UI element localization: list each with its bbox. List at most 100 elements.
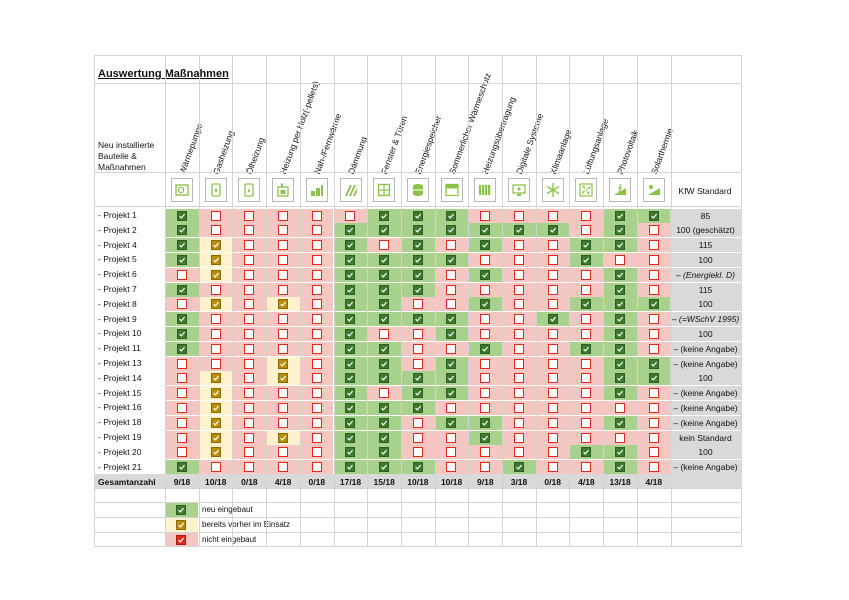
unchecked-checkbox[interactable]	[277, 462, 288, 473]
unchecked-checkbox[interactable]	[581, 269, 592, 280]
checked-existing-checkbox[interactable]	[210, 269, 221, 280]
checked-new-checkbox[interactable]	[614, 343, 625, 354]
unchecked-checkbox[interactable]	[244, 388, 255, 399]
checked-new-checkbox[interactable]	[614, 328, 625, 339]
unchecked-checkbox[interactable]	[311, 299, 322, 310]
checked-new-checkbox[interactable]	[176, 328, 187, 339]
unchecked-checkbox[interactable]	[480, 462, 491, 473]
unchecked-checkbox[interactable]	[176, 269, 187, 280]
unchecked-checkbox[interactable]	[311, 388, 322, 399]
unchecked-checkbox[interactable]	[311, 210, 322, 221]
unchecked-checkbox[interactable]	[513, 240, 524, 251]
unchecked-checkbox[interactable]	[176, 373, 187, 384]
unchecked-checkbox[interactable]	[581, 284, 592, 295]
checked-new-checkbox[interactable]	[176, 240, 187, 251]
checked-new-checkbox[interactable]	[614, 388, 625, 399]
unchecked-checkbox[interactable]	[547, 343, 558, 354]
unchecked-checkbox[interactable]	[513, 299, 524, 310]
unchecked-checkbox[interactable]	[176, 402, 187, 413]
checked-new-checkbox[interactable]	[581, 299, 592, 310]
checked-new-checkbox[interactable]	[446, 225, 457, 236]
unchecked-checkbox[interactable]	[648, 254, 659, 265]
unchecked-checkbox[interactable]	[244, 358, 255, 369]
unchecked-checkbox[interactable]	[277, 447, 288, 458]
checked-new-checkbox[interactable]	[480, 432, 491, 443]
checked-new-checkbox[interactable]	[379, 284, 390, 295]
unchecked-checkbox[interactable]	[648, 314, 659, 325]
unchecked-checkbox[interactable]	[480, 314, 491, 325]
unchecked-checkbox[interactable]	[412, 417, 423, 428]
checked-new-checkbox[interactable]	[412, 284, 423, 295]
unchecked-checkbox[interactable]	[345, 210, 356, 221]
unchecked-checkbox[interactable]	[513, 388, 524, 399]
unchecked-checkbox[interactable]	[581, 314, 592, 325]
checked-new-checkbox[interactable]	[379, 417, 390, 428]
checked-new-checkbox[interactable]	[446, 210, 457, 221]
unchecked-checkbox[interactable]	[412, 328, 423, 339]
unchecked-checkbox[interactable]	[648, 269, 659, 280]
checked-new-checkbox[interactable]	[614, 299, 625, 310]
checked-new-checkbox[interactable]	[446, 358, 457, 369]
unchecked-checkbox[interactable]	[648, 402, 659, 413]
checked-new-checkbox[interactable]	[345, 432, 356, 443]
checked-existing-checkbox[interactable]	[277, 373, 288, 384]
unchecked-checkbox[interactable]	[210, 343, 221, 354]
unchecked-checkbox[interactable]	[277, 210, 288, 221]
checked-new-checkbox[interactable]	[176, 314, 187, 325]
checked-new-checkbox[interactable]	[547, 314, 558, 325]
unchecked-checkbox[interactable]	[547, 358, 558, 369]
checked-new-checkbox[interactable]	[345, 358, 356, 369]
checked-existing-checkbox[interactable]	[277, 299, 288, 310]
unchecked-checkbox[interactable]	[379, 328, 390, 339]
unchecked-checkbox[interactable]	[480, 388, 491, 399]
unchecked-checkbox[interactable]	[311, 417, 322, 428]
checked-existing-checkbox[interactable]	[210, 417, 221, 428]
unchecked-checkbox[interactable]	[547, 299, 558, 310]
checked-new-checkbox[interactable]	[581, 447, 592, 458]
unchecked-checkbox[interactable]	[480, 447, 491, 458]
checked-new-checkbox[interactable]	[412, 210, 423, 221]
checked-new-checkbox[interactable]	[379, 269, 390, 280]
checked-new-checkbox[interactable]	[345, 299, 356, 310]
unchecked-checkbox[interactable]	[648, 284, 659, 295]
unchecked-checkbox[interactable]	[311, 358, 322, 369]
unchecked-checkbox[interactable]	[210, 210, 221, 221]
unchecked-checkbox[interactable]	[480, 402, 491, 413]
unchecked-checkbox[interactable]	[648, 388, 659, 399]
unchecked-checkbox[interactable]	[244, 240, 255, 251]
checked-new-checkbox[interactable]	[412, 373, 423, 384]
unchecked-checkbox[interactable]	[311, 447, 322, 458]
checked-new-checkbox[interactable]	[176, 210, 187, 221]
unchecked-checkbox[interactable]	[277, 402, 288, 413]
unchecked-checkbox[interactable]	[648, 417, 659, 428]
checked-new-checkbox[interactable]	[480, 299, 491, 310]
unchecked-checkbox[interactable]	[244, 432, 255, 443]
checked-existing-checkbox[interactable]	[210, 299, 221, 310]
unchecked-checkbox[interactable]	[210, 358, 221, 369]
unchecked-checkbox[interactable]	[581, 402, 592, 413]
unchecked-checkbox[interactable]	[311, 343, 322, 354]
checked-new-checkbox[interactable]	[379, 462, 390, 473]
unchecked-checkbox[interactable]	[513, 210, 524, 221]
unchecked-checkbox[interactable]	[277, 269, 288, 280]
unchecked-checkbox[interactable]	[311, 462, 322, 473]
unchecked-checkbox[interactable]	[446, 462, 457, 473]
unchecked-checkbox[interactable]	[244, 299, 255, 310]
unchecked-checkbox[interactable]	[547, 210, 558, 221]
unchecked-checkbox[interactable]	[446, 447, 457, 458]
unchecked-checkbox[interactable]	[277, 388, 288, 399]
checked-new-checkbox[interactable]	[345, 417, 356, 428]
unchecked-checkbox[interactable]	[412, 343, 423, 354]
checked-new-checkbox[interactable]	[176, 462, 187, 473]
unchecked-checkbox[interactable]	[513, 254, 524, 265]
checked-existing-checkbox[interactable]	[210, 447, 221, 458]
unchecked-checkbox[interactable]	[244, 269, 255, 280]
unchecked-checkbox[interactable]	[311, 314, 322, 325]
checked-new-checkbox[interactable]	[446, 328, 457, 339]
unchecked-checkbox[interactable]	[446, 240, 457, 251]
unchecked-checkbox[interactable]	[581, 210, 592, 221]
unchecked-checkbox[interactable]	[277, 343, 288, 354]
checked-new-checkbox[interactable]	[614, 284, 625, 295]
unchecked-checkbox[interactable]	[648, 328, 659, 339]
unchecked-checkbox[interactable]	[244, 328, 255, 339]
